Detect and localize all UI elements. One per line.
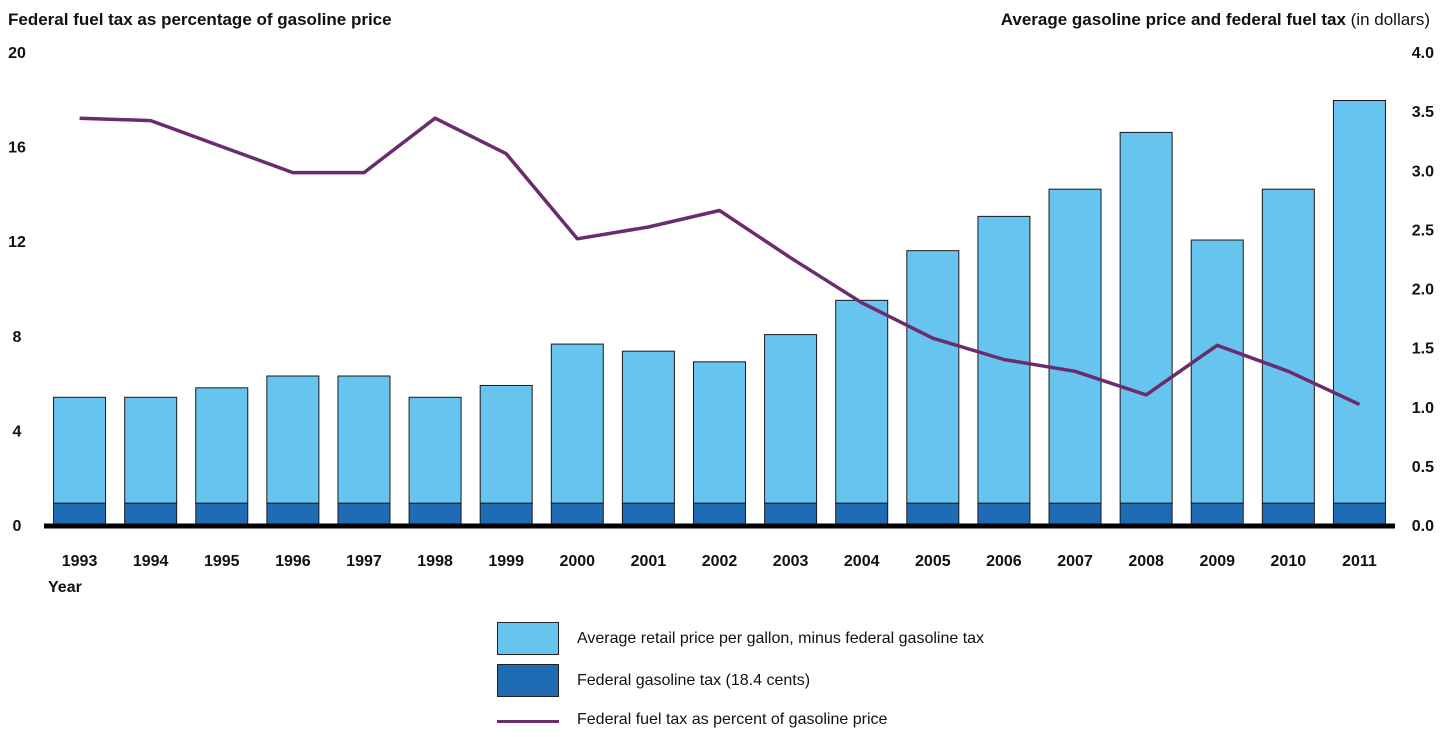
x-tick-label-2009: 2009 — [1199, 553, 1235, 570]
legend-item-tax: Federal gasoline tax (18.4 cents) — [497, 664, 1097, 698]
y-left-tick-16: 16 — [8, 140, 26, 157]
bar-retail-2011 — [1332, 99, 1386, 504]
bar-retail-2010 — [1261, 188, 1315, 504]
y-right-tick-3.0: 3.0 — [1412, 163, 1434, 180]
y-right-tick-4.0: 4.0 — [1412, 45, 1434, 62]
chart-canvas: 1993 1994 1995 1996 1997 1998 1999 2000 2001 2002… — [8, 45, 1434, 596]
bar-retail-1995 — [195, 387, 249, 504]
x-tick-label-2000: 2000 — [559, 553, 595, 570]
legend-swatch-retail — [497, 622, 559, 655]
x-tick-label-2006: 2006 — [986, 553, 1022, 570]
bar-tax-2005 — [906, 502, 960, 526]
y-right-tick-0.0: 0.0 — [1412, 518, 1434, 535]
legend-label-percent: Federal fuel tax as percent of gasoline … — [577, 711, 888, 728]
line-percent — [79, 116, 1361, 406]
x-tick-label-1999: 1999 — [488, 553, 524, 570]
bar-retail-2005 — [906, 250, 960, 504]
bar-tax-1993 — [53, 502, 107, 526]
bar-tax-1994 — [124, 502, 178, 526]
x-tick-label-2011: 2011 — [1342, 553, 1377, 570]
x-tick-label-2001: 2001 — [631, 553, 667, 570]
y-left-tick-4: 4 — [13, 423, 22, 440]
bar-tax-1998 — [408, 502, 462, 526]
bar-retail-2008 — [1119, 131, 1173, 504]
legend-item-retail: Average retail price per gallon, minus f… — [497, 622, 1097, 656]
x-tick-label-2003: 2003 — [773, 553, 809, 570]
bar-tax-1997 — [337, 502, 391, 526]
x-tick-label-2005: 2005 — [915, 553, 951, 570]
bar-retail-1996 — [266, 375, 320, 504]
bar-retail-1998 — [408, 396, 462, 504]
bar-tax-2000 — [550, 502, 604, 526]
bar-retail-1997 — [337, 375, 391, 504]
x-tick-label-2002: 2002 — [702, 553, 738, 570]
x-tick-label-1996: 1996 — [275, 553, 311, 570]
bar-retail-2003 — [764, 334, 818, 504]
x-tick-label-1993: 1993 — [62, 553, 98, 570]
x-tick-label-2008: 2008 — [1128, 553, 1164, 570]
right-axis-title-bold: Average gasoline price and federal fuel … — [1000, 10, 1346, 29]
bar-retail-1994 — [124, 396, 178, 504]
bar-tax-1995 — [195, 502, 249, 526]
legend-item-percent: Federal fuel tax as percent of gasoline … — [497, 703, 1097, 737]
bar-retail-2004 — [835, 299, 889, 504]
x-tick-label-2007: 2007 — [1057, 553, 1093, 570]
legend-line-percent — [497, 720, 559, 723]
bar-retail-2007 — [1048, 188, 1102, 504]
bar-tax-2006 — [977, 502, 1031, 526]
bar-retail-2002 — [693, 361, 746, 504]
x-axis-label: Year — [48, 579, 82, 596]
y-right-tick-0.5: 0.5 — [1412, 459, 1434, 476]
y-left-tick-0: 0 — [13, 518, 22, 535]
bar-tax-2011 — [1332, 502, 1386, 526]
x-tick-label-2010: 2010 — [1271, 553, 1307, 570]
bar-tax-2009 — [1190, 502, 1244, 526]
y-left-tick-8: 8 — [13, 329, 22, 346]
y-right-tick-1.5: 1.5 — [1412, 341, 1434, 358]
left-axis-title: Federal fuel tax as percentage of gasoli… — [8, 10, 392, 29]
bar-tax-2010 — [1261, 502, 1315, 526]
bar-retail-2001 — [621, 350, 675, 504]
bar-tax-2008 — [1119, 502, 1173, 526]
y-right-tick-2.0: 2.0 — [1412, 282, 1434, 299]
y-right-tick-1.0: 1.0 — [1412, 400, 1434, 417]
bar-retail-2009 — [1190, 239, 1244, 504]
x-tick-label-2004: 2004 — [844, 553, 880, 570]
bar-tax-1996 — [266, 502, 320, 526]
bar-tax-2007 — [1048, 502, 1102, 526]
bar-tax-2003 — [764, 502, 818, 526]
y-left-tick-12: 12 — [8, 234, 26, 251]
legend-label-retail: Average retail price per gallon, minus f… — [577, 630, 985, 647]
bar-tax-2002 — [693, 502, 746, 526]
legend-swatch-tax — [497, 664, 559, 697]
y-right-tick-2.5: 2.5 — [1412, 222, 1434, 239]
bar-tax-1999 — [479, 502, 533, 526]
right-axis-title-unit: (in dollars) — [1350, 10, 1430, 29]
x-tick-label-1997: 1997 — [346, 553, 382, 570]
legend-label-tax: Federal gasoline tax (18.4 cents) — [577, 672, 811, 689]
y-right-tick-3.5: 3.5 — [1412, 104, 1434, 121]
bar-retail-1993 — [53, 396, 107, 504]
bar-retail-2000 — [550, 343, 604, 504]
x-tick-label-1995: 1995 — [204, 553, 240, 570]
x-tick-label-1998: 1998 — [417, 553, 453, 570]
bar-tax-2001 — [621, 502, 675, 526]
bar-tax-2004 — [835, 502, 889, 526]
y-left-tick-20: 20 — [8, 45, 26, 62]
right-axis-title: Average gasoline price and federal fuel … — [1001, 10, 1430, 30]
bar-retail-1999 — [479, 384, 533, 504]
x-tick-label-1994: 1994 — [133, 553, 169, 570]
